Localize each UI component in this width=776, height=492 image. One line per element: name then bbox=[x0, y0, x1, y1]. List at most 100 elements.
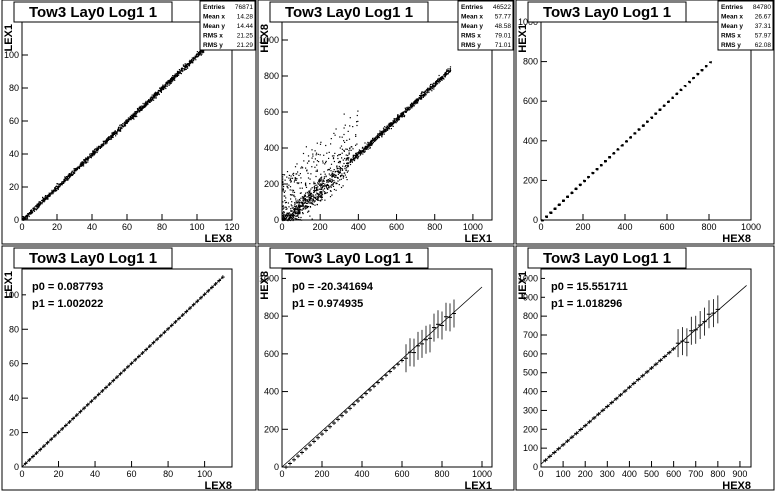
scatter-point bbox=[151, 94, 153, 96]
scatter-point bbox=[137, 107, 139, 110]
scatter-point bbox=[93, 151, 95, 153]
scatter-point bbox=[382, 133, 384, 135]
scatter-point bbox=[414, 99, 416, 102]
scatter-point bbox=[296, 163, 298, 165]
scatter-point bbox=[75, 168, 77, 170]
stats-value: 76871 bbox=[235, 4, 253, 11]
scatter-point bbox=[182, 64, 184, 66]
scatter-point bbox=[307, 193, 309, 195]
x-axis-label: LEX8 bbox=[204, 233, 232, 245]
scatter-point bbox=[305, 206, 307, 208]
scatter-point bbox=[289, 214, 291, 216]
scatter-point bbox=[376, 136, 379, 138]
scatter-point bbox=[387, 129, 389, 131]
scatter-point bbox=[300, 205, 302, 207]
scatter-point bbox=[86, 158, 88, 160]
data-marks bbox=[22, 39, 213, 221]
scatter-point bbox=[346, 171, 348, 173]
scatter-point bbox=[196, 53, 198, 55]
scatter-point bbox=[680, 89, 682, 91]
scatter-point bbox=[637, 129, 639, 131]
scatter-point bbox=[162, 86, 165, 88]
scatter-point bbox=[56, 186, 58, 188]
scatter-point bbox=[305, 199, 307, 201]
scatter-point bbox=[40, 203, 42, 205]
scatter-point bbox=[292, 215, 294, 217]
scatter-point bbox=[41, 200, 43, 202]
scatter-point bbox=[314, 187, 316, 189]
scatter-point bbox=[284, 202, 287, 204]
scatter-point bbox=[305, 146, 307, 148]
scatter-point bbox=[291, 194, 293, 196]
scatter-point bbox=[604, 160, 607, 162]
scatter-point bbox=[123, 125, 125, 127]
scatter-point bbox=[170, 80, 173, 82]
scatter-point bbox=[317, 193, 319, 195]
scatter-point bbox=[366, 147, 368, 149]
scatter-point bbox=[397, 116, 399, 118]
scatter-point bbox=[350, 159, 352, 161]
scatter-point bbox=[170, 78, 173, 80]
scatter-point bbox=[123, 123, 125, 125]
scatter-point bbox=[596, 168, 598, 170]
stats-label: RMS x bbox=[203, 33, 223, 40]
scatter-point bbox=[443, 74, 445, 76]
title-frame bbox=[269, 247, 429, 269]
scatter-point bbox=[69, 176, 71, 178]
scatter-point bbox=[423, 91, 425, 93]
scatter-point bbox=[442, 75, 444, 77]
scatter-point bbox=[74, 170, 76, 172]
chart-title: Tow3 Lay0 Log1 1 bbox=[285, 250, 413, 267]
scatter-point bbox=[152, 96, 154, 98]
scatter-point bbox=[444, 75, 446, 77]
scatter-point bbox=[127, 117, 129, 119]
scatter-point bbox=[642, 125, 644, 127]
scatter-point bbox=[432, 84, 435, 86]
scatter-point bbox=[22, 216, 24, 218]
scatter-point bbox=[150, 100, 153, 102]
scatter-point bbox=[161, 87, 163, 89]
scatter-point bbox=[314, 184, 316, 186]
scatter-point bbox=[307, 155, 310, 157]
scatter-point bbox=[355, 154, 357, 156]
scatter-point bbox=[324, 163, 326, 165]
scatter-point bbox=[282, 218, 284, 220]
scatter-point bbox=[389, 122, 391, 124]
scatter-point bbox=[186, 63, 188, 65]
scatter-point bbox=[184, 65, 186, 67]
scatter-point bbox=[337, 177, 339, 179]
scatter-point bbox=[30, 213, 32, 215]
scatter-point bbox=[190, 62, 192, 64]
scatter-point bbox=[392, 125, 394, 127]
scatter-point bbox=[321, 182, 323, 184]
x-tick-label: 20 bbox=[52, 222, 62, 232]
scatter-point bbox=[323, 171, 325, 173]
scatter-point bbox=[634, 132, 636, 134]
scatter-point bbox=[567, 196, 569, 198]
scatter-point bbox=[298, 211, 300, 213]
scatter-point bbox=[319, 143, 322, 145]
scatter-point bbox=[121, 127, 123, 129]
scatter-point bbox=[127, 118, 129, 120]
scatter-point bbox=[321, 191, 323, 193]
scatter-point bbox=[425, 89, 428, 91]
scatter-point bbox=[428, 87, 430, 89]
scatter-point bbox=[30, 210, 32, 212]
scatter-point bbox=[139, 105, 141, 107]
x-tick-label: 40 bbox=[90, 469, 100, 479]
scatter-point bbox=[701, 69, 703, 71]
scatter-point bbox=[332, 175, 334, 177]
x-tick-label: 800 bbox=[427, 222, 442, 232]
scatter-point bbox=[149, 100, 151, 102]
scatter-point bbox=[78, 167, 80, 170]
scatter-point bbox=[187, 66, 189, 68]
scatter-point bbox=[44, 200, 46, 202]
scatter-point bbox=[69, 174, 71, 176]
scatter-point bbox=[292, 211, 294, 213]
scatter-point bbox=[394, 120, 396, 122]
stats-label: RMS y bbox=[203, 42, 223, 49]
scatter-point bbox=[282, 176, 284, 178]
scatter-point bbox=[197, 53, 200, 55]
y-tick-label: 600 bbox=[264, 107, 279, 117]
